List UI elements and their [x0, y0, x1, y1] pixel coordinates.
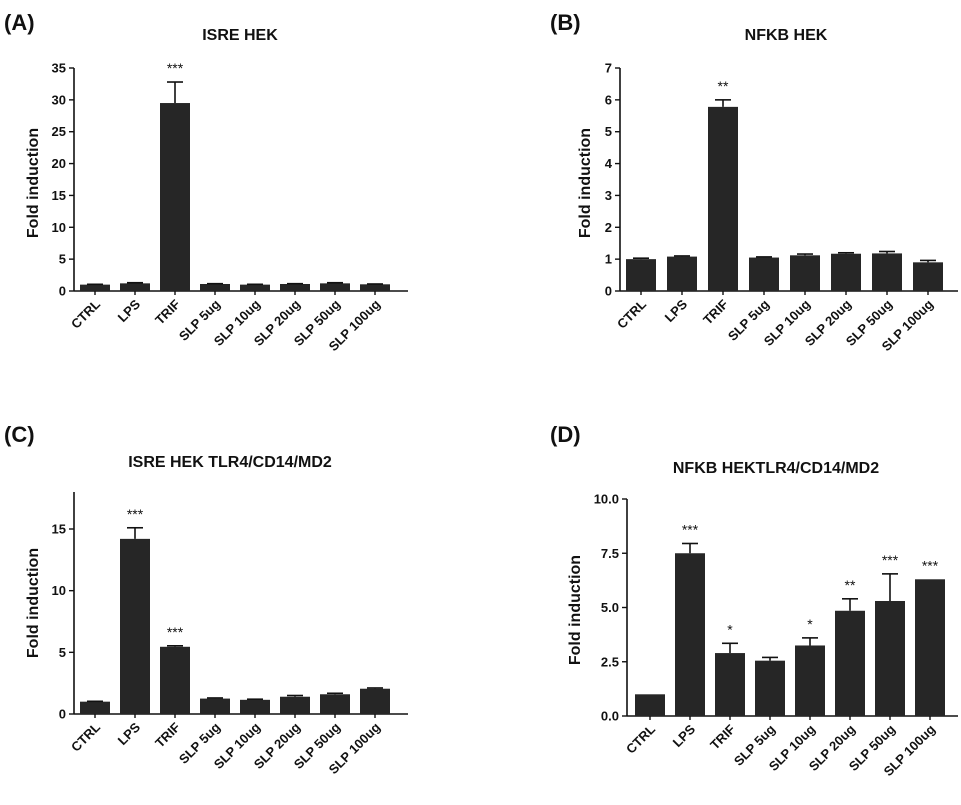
significance-label: *	[807, 616, 813, 632]
y-tick-label: 0	[59, 284, 66, 299]
significance-label: *	[727, 621, 733, 637]
bar	[708, 106, 738, 291]
bar	[835, 610, 865, 716]
y-tick-label: 0.0	[601, 709, 619, 724]
bar	[755, 660, 785, 716]
bar	[120, 283, 150, 291]
category-label: CTRL	[623, 721, 658, 756]
y-tick-label: 1	[605, 252, 612, 267]
bar	[715, 653, 745, 716]
bar	[240, 284, 270, 291]
panel-letter: (D)	[550, 422, 581, 447]
y-tick-label: 10.0	[594, 492, 619, 507]
y-tick-label: 5	[59, 252, 66, 267]
bar	[80, 284, 110, 291]
y-tick-label: 15	[52, 188, 66, 203]
y-tick-label: 0	[59, 707, 66, 722]
bar	[626, 259, 656, 291]
y-tick-label: 20	[52, 156, 66, 171]
bar	[749, 257, 779, 291]
bar	[913, 262, 943, 291]
category-label: TRIF	[152, 719, 183, 750]
category-label: TRIF	[700, 296, 731, 327]
panel-a: (A) ISRE HEK Fold induction 0 5 10 15 20 25 30 35 C…	[4, 10, 408, 354]
y-tick-label: 2	[605, 220, 612, 235]
bar	[160, 646, 190, 714]
y-tick-label: 35	[52, 61, 66, 76]
category-label: TRIF	[707, 721, 738, 752]
bar	[160, 103, 190, 292]
bar	[831, 253, 861, 291]
significance-label: **	[718, 78, 729, 94]
bar	[915, 579, 945, 716]
y-axis-label: Fold induction	[25, 548, 42, 658]
chart-title: NFKB HEKTLR4/CD14/MD2	[673, 460, 879, 477]
bar	[320, 694, 350, 714]
panel-letter: (C)	[4, 422, 35, 447]
category-label: LPS	[115, 296, 144, 325]
bar	[360, 284, 390, 291]
category-label: CTRL	[68, 296, 103, 331]
y-tick-label: 7.5	[601, 546, 619, 561]
y-tick-label: 2.5	[601, 654, 619, 669]
y-axis-label: Fold induction	[567, 555, 584, 665]
y-tick-label: 6	[605, 92, 612, 107]
bar	[280, 283, 310, 291]
chart-title: ISRE HEK TLR4/CD14/MD2	[128, 454, 332, 471]
category-label: LPS	[662, 296, 691, 325]
category-label: CTRL	[614, 296, 649, 331]
category-label: LPS	[670, 721, 699, 750]
category-label: CTRL	[68, 719, 103, 754]
bar	[635, 694, 665, 716]
bar	[795, 645, 825, 716]
y-tick-label: 25	[52, 124, 66, 139]
y-axis-label: Fold induction	[25, 128, 42, 238]
bar	[675, 553, 705, 716]
significance-label: ***	[167, 624, 184, 640]
significance-label: ***	[922, 557, 939, 573]
y-tick-label: 5.0	[601, 600, 619, 615]
significance-label: ***	[882, 552, 899, 568]
bar	[320, 283, 350, 291]
y-tick-label: 30	[52, 92, 66, 107]
significance-label: ***	[682, 521, 699, 537]
bar	[200, 698, 230, 714]
bar	[280, 696, 310, 714]
panel-d: (D) NFKB HEKTLR4/CD14/MD2 Fold induction 0.…	[550, 422, 958, 779]
bar	[872, 253, 902, 291]
chart-title: ISRE HEK	[202, 27, 278, 44]
panel-letter: (A)	[4, 10, 35, 35]
chart-title: NFKB HEK	[745, 27, 828, 44]
y-tick-label: 3	[605, 188, 612, 203]
y-tick-label: 4	[605, 156, 613, 171]
y-tick-label: 15	[52, 522, 66, 537]
panel-letter: (B)	[550, 10, 581, 35]
category-label: TRIF	[152, 296, 183, 327]
bar	[667, 256, 697, 291]
y-tick-label: 0	[605, 284, 612, 299]
y-tick-label: 10	[52, 583, 66, 598]
bar	[120, 538, 150, 714]
bar	[790, 255, 820, 291]
y-tick-label: 5	[605, 124, 612, 139]
panel-b: (B) NFKB HEK Fold induction 0 1 2 3 4 5 6 7 CTRL LPS…	[550, 10, 958, 354]
significance-label: ***	[127, 506, 144, 522]
y-tick-label: 7	[605, 61, 612, 76]
bar	[240, 699, 270, 714]
bar	[875, 600, 905, 716]
panel-c: (C) ISRE HEK TLR4/CD14/MD2 Fold induction 0…	[4, 422, 408, 777]
y-tick-label: 10	[52, 220, 66, 235]
bar	[80, 701, 110, 714]
y-tick-label: 5	[59, 645, 66, 660]
bar	[200, 283, 230, 291]
significance-label: ***	[167, 60, 184, 76]
y-axis-label: Fold induction	[577, 128, 594, 238]
category-label: LPS	[115, 719, 144, 748]
significance-label: **	[845, 577, 856, 593]
bar	[360, 688, 390, 714]
